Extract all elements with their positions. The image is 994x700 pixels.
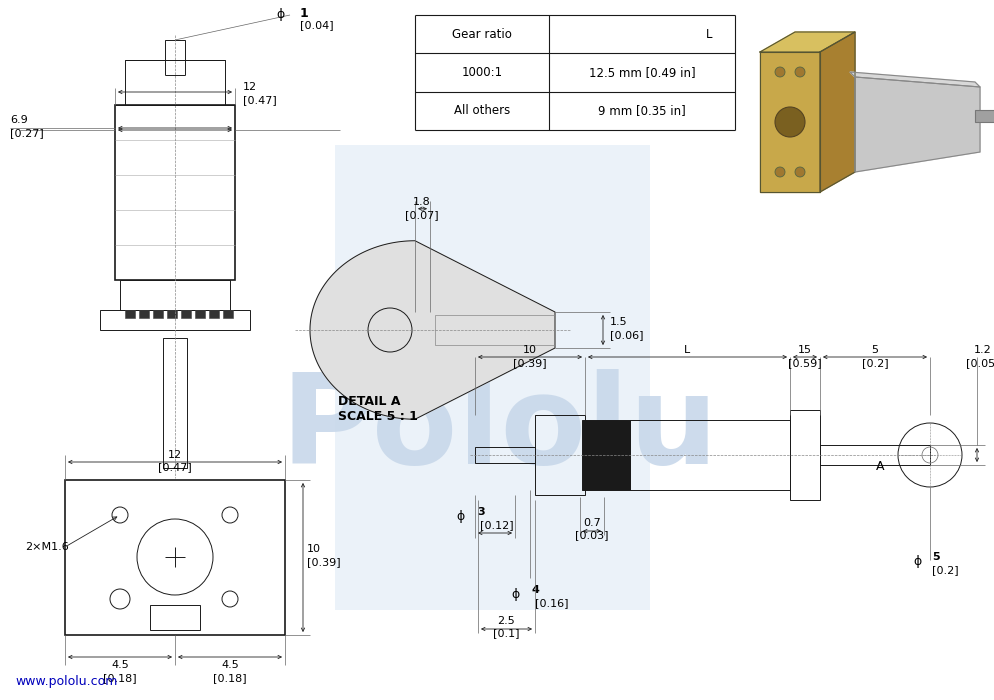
Text: [0.47]: [0.47] (243, 95, 276, 105)
Text: 1.8: 1.8 (413, 197, 430, 206)
Bar (65, 480, 284, 635)
Bar (434, 315, 555, 345)
Text: 10: 10 (307, 544, 321, 554)
Bar (163, 338, 187, 468)
Text: [0.03]: [0.03] (575, 530, 608, 540)
Text: SCALE 5 : 1: SCALE 5 : 1 (338, 410, 417, 423)
Bar (150, 605, 200, 630)
Text: 1000:1: 1000:1 (461, 66, 502, 79)
Bar (125, 60, 225, 105)
Text: 4: 4 (532, 585, 540, 595)
Text: 1.5: 1.5 (609, 317, 627, 327)
Text: 9 mm [0.35 in]: 9 mm [0.35 in] (597, 104, 686, 118)
Polygon shape (854, 77, 979, 172)
Text: [0.05]: [0.05] (965, 358, 994, 368)
Bar (120, 280, 230, 310)
Text: ϕ: ϕ (912, 555, 921, 568)
Text: 6.9: 6.9 (10, 115, 28, 125)
Text: [0.18]: [0.18] (103, 673, 137, 683)
Text: [0.59]: [0.59] (787, 358, 821, 368)
Text: [0.06]: [0.06] (609, 330, 643, 340)
Text: 12.5 mm [0.49 in]: 12.5 mm [0.49 in] (588, 66, 695, 79)
Bar (195, 310, 205, 318)
Text: [0.07]: [0.07] (405, 210, 438, 220)
Text: A: A (875, 460, 884, 473)
Bar (181, 310, 191, 318)
Text: 15: 15 (797, 345, 811, 355)
Circle shape (774, 67, 784, 77)
Bar (223, 310, 233, 318)
Text: Gear ratio: Gear ratio (452, 28, 512, 41)
Text: L: L (683, 345, 690, 355)
Bar (167, 310, 177, 318)
Circle shape (794, 167, 804, 177)
Bar (335, 145, 649, 610)
Text: [0.12]: [0.12] (479, 520, 513, 530)
Text: DETAIL A: DETAIL A (338, 395, 401, 408)
Circle shape (774, 107, 804, 137)
Text: L: L (706, 28, 712, 41)
Text: 4.5: 4.5 (221, 660, 239, 670)
Text: [0.16]: [0.16] (535, 598, 568, 608)
Bar (209, 310, 219, 318)
Bar (789, 410, 819, 500)
Text: 2.5: 2.5 (497, 616, 514, 626)
Circle shape (774, 167, 784, 177)
Text: ϕ: ϕ (456, 510, 464, 523)
Text: 2×M1.6: 2×M1.6 (25, 542, 69, 552)
Text: [0.2]: [0.2] (861, 358, 888, 368)
Polygon shape (849, 72, 979, 87)
Text: [0.39]: [0.39] (307, 557, 340, 567)
Text: 10: 10 (523, 345, 537, 355)
Bar (974, 110, 994, 122)
Text: All others: All others (453, 104, 510, 118)
Text: [0.18]: [0.18] (213, 673, 247, 683)
Text: 0.7: 0.7 (582, 518, 600, 528)
Text: ϕ: ϕ (511, 588, 520, 601)
Circle shape (794, 67, 804, 77)
Bar (581, 420, 629, 490)
Polygon shape (819, 32, 854, 192)
Polygon shape (759, 32, 854, 52)
Text: [0.39]: [0.39] (513, 358, 547, 368)
Text: 5: 5 (931, 552, 938, 562)
Text: 1: 1 (300, 7, 308, 20)
Text: [0.04]: [0.04] (300, 20, 333, 30)
Bar (125, 310, 135, 318)
Bar (165, 40, 185, 60)
Text: ϕ: ϕ (276, 8, 284, 21)
Text: [0.47]: [0.47] (158, 462, 192, 472)
Polygon shape (310, 241, 555, 419)
Bar (629, 420, 789, 490)
Text: 5: 5 (871, 345, 878, 355)
Text: www.pololu.com: www.pololu.com (15, 675, 117, 688)
Text: 1.2: 1.2 (973, 345, 991, 355)
Text: [0.27]: [0.27] (10, 128, 44, 138)
Text: 12: 12 (168, 450, 182, 460)
Text: [0.1]: [0.1] (492, 628, 519, 638)
Bar (535, 415, 584, 495)
Text: Pololu: Pololu (280, 370, 719, 491)
Bar (100, 310, 249, 330)
Text: 12: 12 (243, 82, 256, 92)
Bar (153, 310, 163, 318)
Bar (819, 445, 929, 465)
Bar (474, 447, 535, 463)
Text: [0.2]: [0.2] (931, 565, 957, 575)
Bar (115, 105, 235, 280)
Bar (139, 310, 149, 318)
Text: 4.5: 4.5 (111, 660, 129, 670)
Polygon shape (759, 52, 819, 192)
Text: 3: 3 (476, 507, 484, 517)
